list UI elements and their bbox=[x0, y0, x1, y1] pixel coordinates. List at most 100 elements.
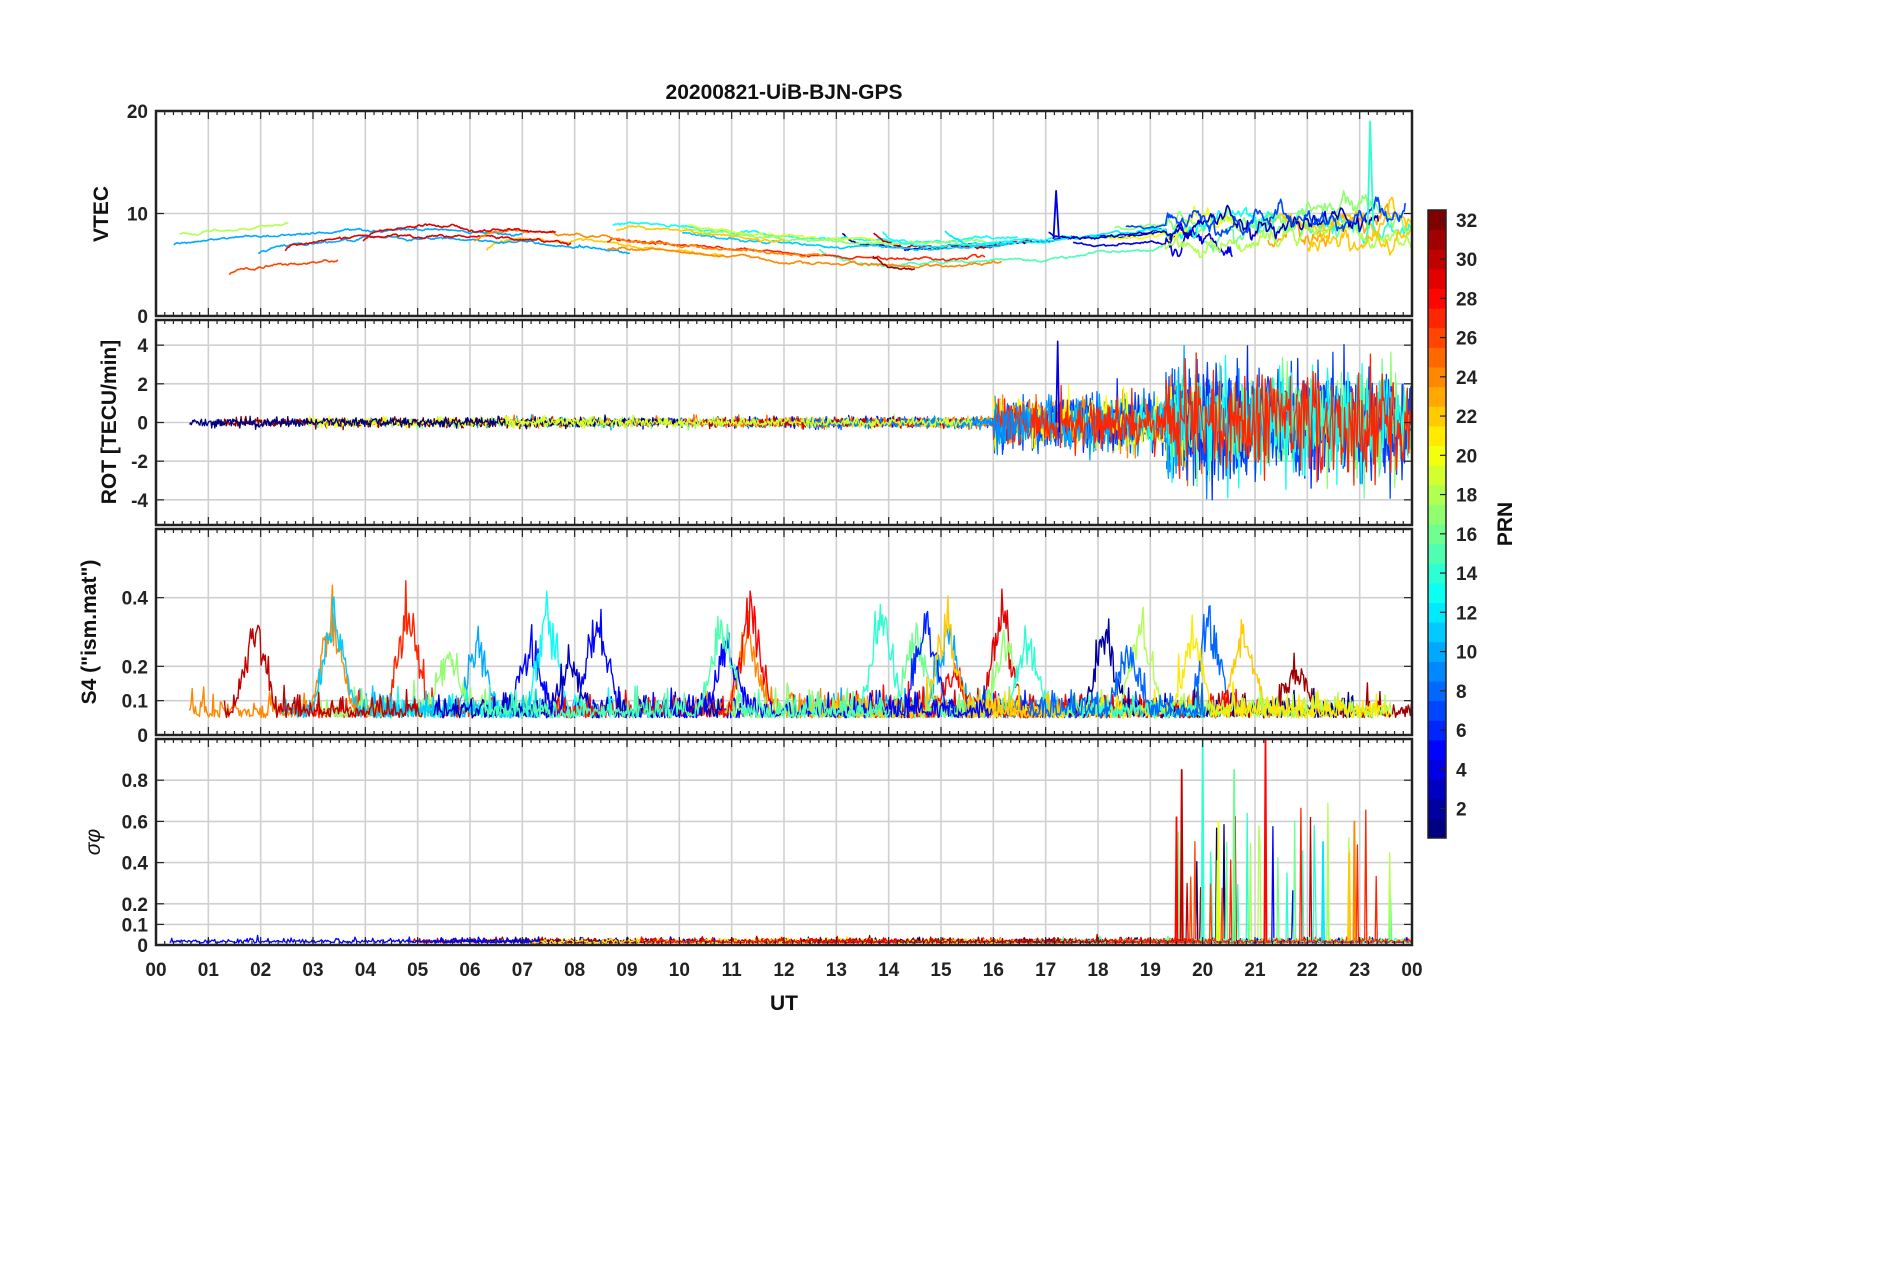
series-line bbox=[616, 225, 786, 243]
y-tick-label: 0.1 bbox=[122, 915, 149, 936]
series-line bbox=[1052, 190, 1060, 240]
colorbar-swatch bbox=[1428, 524, 1446, 545]
series-line bbox=[682, 231, 1015, 252]
colorbar-tick-label: 6 bbox=[1456, 721, 1467, 742]
x-tick-label: 22 bbox=[1297, 960, 1318, 981]
x-tick-label: 12 bbox=[773, 960, 794, 981]
colorbar-swatch bbox=[1428, 308, 1446, 329]
series-line bbox=[257, 235, 631, 255]
y-tick-label: 0 bbox=[137, 726, 148, 747]
series-line bbox=[803, 405, 1030, 456]
colorbar-tick-label: 30 bbox=[1456, 250, 1477, 271]
series-line bbox=[1026, 645, 1206, 719]
colorbar-swatch bbox=[1428, 327, 1446, 348]
series-line bbox=[1072, 226, 1234, 258]
colorbar-tick-label: 20 bbox=[1456, 446, 1477, 467]
x-tick-label: 23 bbox=[1349, 960, 1370, 981]
y-tick-label: 20 bbox=[127, 102, 148, 123]
colorbar-swatch bbox=[1428, 739, 1446, 760]
colorbar-swatch bbox=[1428, 818, 1446, 839]
series-line bbox=[1179, 769, 1184, 941]
x-tick-label: 01 bbox=[198, 960, 220, 981]
panel-vtec: 0 10 20 VTEC bbox=[90, 102, 1414, 328]
colorbar-tick-label: 18 bbox=[1456, 486, 1477, 507]
y-tick-label: 0.2 bbox=[122, 895, 148, 916]
x-tick-label: 09 bbox=[616, 960, 637, 981]
colorbar-swatch bbox=[1428, 563, 1446, 584]
series-line bbox=[1232, 769, 1236, 941]
colorbar-tick-label: 12 bbox=[1456, 603, 1477, 624]
colorbar-swatch bbox=[1428, 288, 1446, 309]
series-line bbox=[1306, 227, 1413, 256]
panel-s4: 0 0.1 0.2 0.4 S4 ("ism.mat") bbox=[78, 527, 1414, 747]
series-line bbox=[681, 226, 998, 246]
series-line bbox=[639, 935, 899, 944]
panel-rot: -4 -2 0 2 4 ROT [TECU/min] bbox=[98, 318, 1414, 527]
x-tick-label: 06 bbox=[459, 960, 480, 981]
colorbar-swatch bbox=[1428, 504, 1446, 525]
y-tick-label: 0.1 bbox=[122, 692, 149, 713]
x-tick-label: 08 bbox=[564, 960, 585, 981]
colorbar-swatch bbox=[1428, 386, 1446, 407]
x-axis-label: UT bbox=[770, 992, 798, 1015]
x-tick-label: 05 bbox=[407, 960, 429, 981]
colorbar-tick-label: 26 bbox=[1456, 329, 1477, 350]
colorbar-tick-label: 8 bbox=[1456, 682, 1467, 703]
series-line bbox=[1106, 205, 1241, 242]
colorbar-swatch bbox=[1428, 210, 1446, 231]
colorbar-swatch bbox=[1428, 347, 1446, 368]
colorbar-swatch bbox=[1428, 367, 1446, 388]
colorbar-tick-label: 2 bbox=[1456, 800, 1467, 821]
series-line bbox=[1299, 216, 1412, 245]
panel-sigma-phi-ticks: 00.10.2 0.4 0.6 0.8 bbox=[122, 739, 1413, 957]
series-line bbox=[663, 632, 993, 719]
y-tick-label: 0.4 bbox=[122, 854, 149, 875]
colorbar-swatch bbox=[1428, 465, 1446, 486]
panel-sigma-phi-ylabel: σφ bbox=[82, 829, 105, 856]
colorbar-swatch bbox=[1428, 779, 1446, 800]
series-line bbox=[1125, 196, 1406, 237]
x-tick-label: 11 bbox=[722, 960, 743, 981]
x-tick-label: 00 bbox=[1401, 960, 1422, 981]
y-tick-label: 0 bbox=[137, 936, 148, 957]
y-tick-label: 0 bbox=[137, 414, 148, 435]
series-line bbox=[1055, 340, 1061, 433]
series-line bbox=[173, 227, 523, 246]
colorbar-swatch bbox=[1428, 700, 1446, 721]
series-line bbox=[688, 224, 885, 244]
colorbar-swatch bbox=[1428, 622, 1446, 643]
panel-vtec-series bbox=[173, 120, 1413, 276]
x-tick-label: 14 bbox=[878, 960, 900, 981]
colorbar-swatch bbox=[1428, 268, 1446, 289]
colorbar-tick-label: 4 bbox=[1456, 760, 1467, 781]
colorbar-swatch bbox=[1428, 229, 1446, 250]
series-line bbox=[362, 223, 556, 242]
series-line bbox=[606, 246, 1002, 269]
series-line bbox=[1321, 841, 1325, 941]
colorbar-tick-label: 32 bbox=[1456, 211, 1477, 232]
x-tick-label: 16 bbox=[983, 960, 1004, 981]
series-line bbox=[1216, 820, 1221, 941]
series-line bbox=[1174, 816, 1179, 941]
panel-rot-ylabel: ROT [TECU/min] bbox=[98, 340, 121, 504]
series-line bbox=[1366, 120, 1375, 235]
colorbar-label: PRN bbox=[1494, 502, 1517, 546]
series-line bbox=[1108, 807, 1413, 944]
series-line bbox=[1352, 820, 1357, 941]
colorbar-swatch bbox=[1428, 720, 1446, 741]
series-line bbox=[1263, 738, 1268, 941]
y-tick-label: 0.2 bbox=[122, 657, 148, 678]
colorbar-swatch bbox=[1428, 681, 1446, 702]
series-line bbox=[1255, 196, 1413, 240]
x-tick-label: 13 bbox=[826, 960, 847, 981]
colorbar-swatch bbox=[1428, 759, 1446, 780]
x-tick-label: 17 bbox=[1035, 960, 1056, 981]
panel-vtec-ticks: 0 10 20 bbox=[127, 102, 1413, 328]
colorbar-swatches bbox=[1428, 210, 1446, 839]
series-line bbox=[991, 352, 1412, 486]
series-line bbox=[228, 259, 339, 276]
colorbar-swatch bbox=[1428, 582, 1446, 603]
y-tick-label: 2 bbox=[137, 375, 148, 396]
